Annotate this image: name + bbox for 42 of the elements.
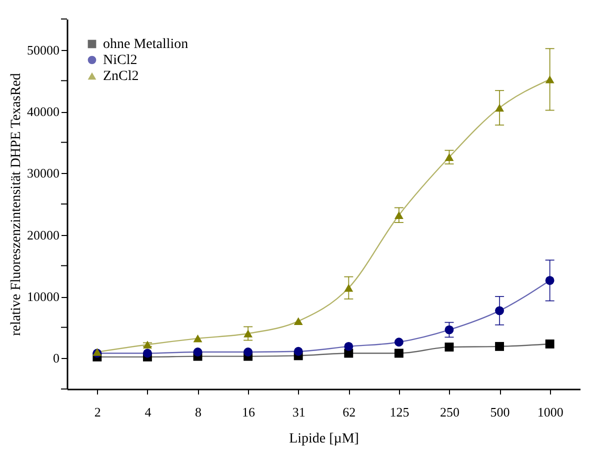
y-tick-label: 30000 (27, 166, 60, 181)
point (143, 348, 152, 358)
point (394, 338, 404, 347)
point (444, 342, 454, 352)
x-tick-label: 250 (440, 404, 460, 420)
y-tick-label: 20000 (27, 227, 60, 242)
x-axis-title: Lipide [µM] (289, 432, 359, 446)
legend-label: NiCl2 (103, 53, 138, 68)
point (444, 153, 454, 162)
point (495, 342, 504, 351)
y-tick-label: 10000 (27, 289, 60, 304)
point (545, 276, 554, 285)
x-tick-label: 4 (144, 404, 152, 420)
x-tick-label: 62 (342, 404, 356, 420)
x-tick-label: 2 (94, 404, 101, 420)
point (344, 342, 354, 351)
point (193, 348, 202, 356)
x-tick-label: 31 (292, 404, 306, 420)
x-tick-label: 8 (195, 404, 202, 420)
point (244, 330, 253, 338)
legend-label: ZnCl2 (103, 69, 139, 84)
y-tick-label: 0 (53, 350, 60, 366)
y-tick-label: 40000 (27, 104, 60, 119)
point (545, 76, 554, 84)
point (545, 340, 554, 348)
y-axis-title: relative Fluoreszenzintensität DHPE TexasRed (9, 73, 24, 336)
y-tick-label: 50000 (27, 42, 60, 58)
x-tick-label: 16 (242, 404, 256, 420)
point (193, 334, 202, 342)
x-tick-label: 1000 (537, 404, 564, 420)
x-tick-label: 125 (390, 404, 410, 420)
point (495, 104, 504, 112)
x-tick-label: 500 (490, 404, 510, 420)
point (344, 284, 354, 292)
point (495, 306, 504, 316)
point (394, 211, 404, 219)
legend-label: ohne Metallion (103, 37, 188, 52)
point (444, 325, 454, 334)
point (394, 348, 404, 358)
point (244, 348, 253, 356)
point (294, 346, 303, 356)
point (294, 317, 303, 326)
